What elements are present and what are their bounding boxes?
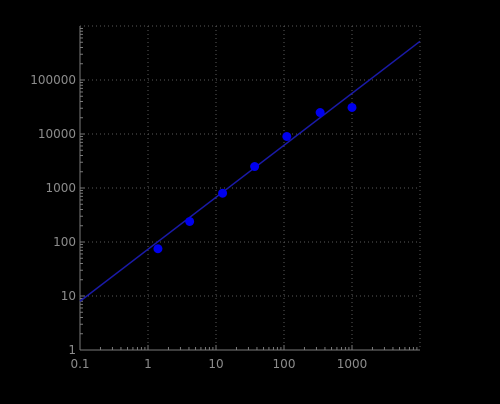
y-tick-label: 1 xyxy=(68,343,76,357)
axes xyxy=(79,26,420,351)
fit-line-layer xyxy=(79,40,421,302)
data-point xyxy=(347,102,357,112)
data-point xyxy=(315,108,325,118)
data-point xyxy=(250,162,260,172)
grid xyxy=(79,25,421,351)
data-point xyxy=(282,131,292,141)
x-tick-label: 1000 xyxy=(337,357,368,371)
fit-line xyxy=(79,40,421,302)
y-tick-label: 10 xyxy=(61,289,76,303)
x-tick-label: 10 xyxy=(208,357,223,371)
y-tick-label: 1000 xyxy=(45,181,76,195)
data-point xyxy=(218,188,228,198)
x-tick-label: 100 xyxy=(273,357,296,371)
y-tick-label: 10000 xyxy=(38,127,76,141)
y-tick-label: 100000 xyxy=(30,73,76,87)
data-point xyxy=(153,244,163,254)
data-point xyxy=(185,216,195,226)
data-points xyxy=(153,102,357,254)
y-tick-label: 100 xyxy=(53,235,76,249)
x-tick-label: 0.1 xyxy=(70,357,89,371)
x-tick-label: 1 xyxy=(144,357,152,371)
